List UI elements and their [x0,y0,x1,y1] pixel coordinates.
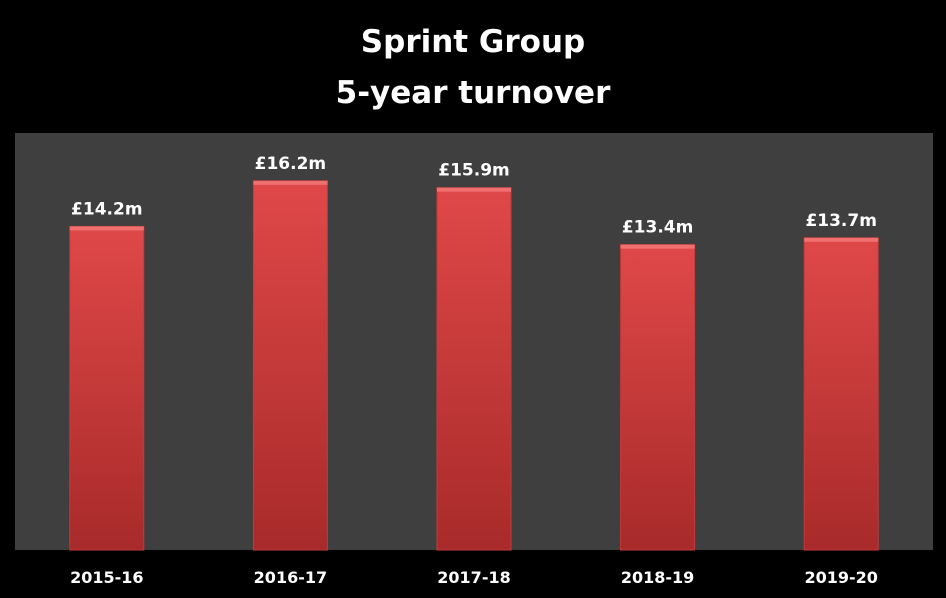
chart-subtitle: 5-year turnover [336,75,611,111]
bar-2015-16 [69,225,145,551]
x-tick-label: 2018-19 [621,568,694,587]
bar-2018-19 [620,244,696,551]
bar-top-highlight [437,187,511,192]
data-label: £15.9m [438,161,510,181]
x-tick-label: 2015-16 [70,568,143,587]
x-tick-label: 2016-17 [254,568,327,587]
bar-top-highlight [253,180,328,185]
bar-top-highlight [620,244,695,249]
data-label: £16.2m [255,154,327,174]
bars-group: £14.2m 2015-16 £16.2m 2016-17 £15.9m 2017-18 £… [69,154,879,587]
data-label: £14.2m [71,199,143,219]
bar-top-highlight [69,226,144,231]
x-tick-label: 2017-18 [437,568,510,587]
bar-2019-20 [803,237,879,551]
chart-title: Sprint Group [361,24,585,60]
bar-2016-17 [252,180,328,551]
x-tick-label: 2019-20 [804,568,877,587]
bar-2017-18 [436,187,512,551]
data-label: £13.4m [622,218,694,238]
bar-top-highlight [804,237,879,242]
data-label: £13.7m [805,211,877,231]
